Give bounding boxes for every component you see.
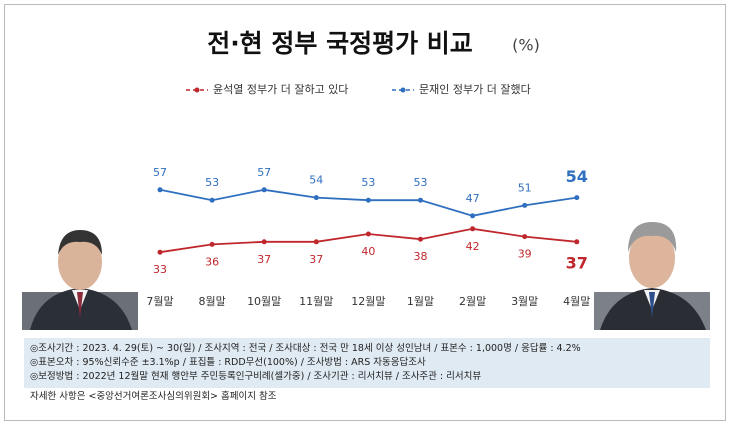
data-label: 38 xyxy=(414,250,428,263)
legend-label: 문재인 정부가 더 잘했다 xyxy=(419,83,531,96)
point xyxy=(365,197,371,203)
note-line: ◎보정방법 : 2022년 12월말 현재 행안부 주민등록인구비례(셀가중) … xyxy=(30,371,482,382)
point xyxy=(209,197,215,203)
unit-label: (%) xyxy=(512,36,540,55)
note-line: ◎표본오차 : 95%신뢰수준 ±3.1%p / 표집틀 : RDD무선(100… xyxy=(30,357,426,368)
point xyxy=(522,234,528,240)
data-label: 42 xyxy=(466,240,480,253)
data-label: 33 xyxy=(153,263,167,276)
point xyxy=(313,239,319,245)
notes-box: ◎조사기간 : 2023. 4. 29(토) ~ 30(일) / 조사지역 : … xyxy=(24,338,710,388)
x-tick-label: 8월말 xyxy=(198,295,225,308)
point xyxy=(574,239,580,245)
data-label: 54 xyxy=(309,174,323,187)
legend-dot xyxy=(194,87,200,93)
x-tick-label: 12월말 xyxy=(351,295,385,308)
x-tick-label: 1월말 xyxy=(407,295,434,308)
notes: ◎조사기간 : 2023. 4. 29(토) ~ 30(일) / 조사지역 : … xyxy=(24,338,710,406)
point xyxy=(261,239,267,245)
point xyxy=(365,231,371,237)
legend-label: 윤석열 정부가 더 잘하고 있다 xyxy=(213,82,348,96)
data-label: 53 xyxy=(414,176,428,189)
point xyxy=(209,241,215,247)
x-tick-label: 2월말 xyxy=(459,295,486,308)
x-tick-label: 3월말 xyxy=(511,295,538,308)
data-label: 37 xyxy=(257,253,271,266)
portrait-right xyxy=(594,222,710,330)
point xyxy=(157,187,163,193)
legend-dot xyxy=(400,87,406,93)
data-label: 54 xyxy=(566,167,588,186)
point xyxy=(261,187,267,193)
note-line: 자세한 사항은 <중앙선거여론조사심의위원회> 홈페이지 참조 xyxy=(30,391,277,402)
data-label: 57 xyxy=(153,166,167,179)
point xyxy=(313,195,319,201)
data-label: 37 xyxy=(309,253,323,266)
point xyxy=(470,213,476,219)
series-line xyxy=(159,188,577,217)
point xyxy=(418,236,423,242)
point xyxy=(470,226,476,232)
data-label: 47 xyxy=(466,192,480,205)
chart-title: 전·현 정부 국정평가 비교 xyxy=(207,29,473,58)
point xyxy=(157,249,163,255)
data-label: 40 xyxy=(361,245,375,258)
point xyxy=(418,197,423,203)
point xyxy=(522,202,528,208)
x-tick-label: 4월말 xyxy=(563,295,590,308)
point xyxy=(574,195,580,201)
data-label: 57 xyxy=(257,166,271,179)
data-label: 53 xyxy=(361,176,375,189)
x-tick-label: 10월말 xyxy=(247,295,281,308)
data-label: 51 xyxy=(518,181,532,194)
x-tick-label: 7월말 xyxy=(146,295,173,308)
x-tick-label: 11월말 xyxy=(299,295,333,308)
data-label: 53 xyxy=(205,176,219,189)
data-label: 36 xyxy=(205,255,219,268)
note-line: ◎조사기간 : 2023. 4. 29(토) ~ 30(일) / 조사지역 : … xyxy=(30,343,581,354)
data-label: 39 xyxy=(518,248,532,261)
portrait-left xyxy=(22,230,138,330)
data-label: 37 xyxy=(566,253,588,272)
